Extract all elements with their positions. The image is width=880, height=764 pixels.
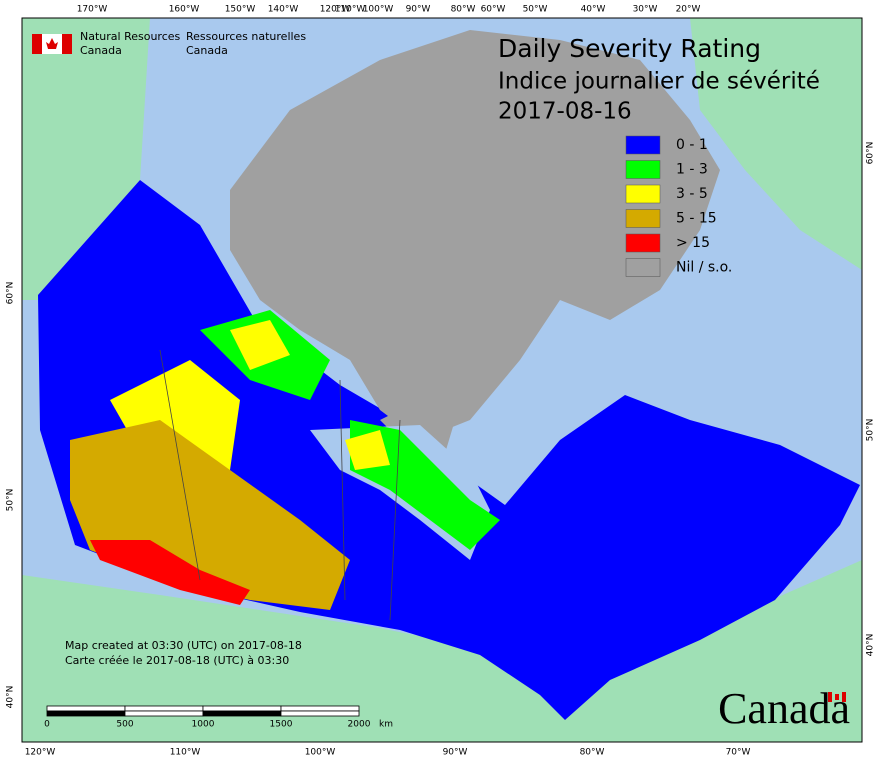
- moderate-zone: [350, 420, 500, 550]
- usa-land: [22, 560, 862, 742]
- wordmark-flag: [835, 694, 839, 700]
- lon-label-top: 120°W: [320, 5, 351, 15]
- high-zone-east: [345, 430, 390, 470]
- lat-label-left: 40°N: [6, 686, 16, 709]
- legend-swatch: [625, 209, 661, 228]
- scale-segment: [124, 705, 204, 712]
- alaska: [22, 18, 150, 300]
- wordmark-flag: [842, 692, 846, 702]
- flag-bar: [32, 34, 42, 54]
- legend-swatch: [625, 258, 661, 277]
- lat-label-left: 60°N: [6, 282, 16, 305]
- lon-label-top: 20°W: [676, 5, 701, 15]
- lon-label-top: 30°W: [633, 5, 658, 15]
- scale-unit: km: [379, 720, 393, 730]
- lat-label-right: 40°N: [866, 634, 876, 657]
- lat-label-right: 50°N: [866, 419, 876, 442]
- org-name: Canada: [186, 44, 228, 57]
- map-title: Daily Severity Rating: [498, 34, 761, 63]
- lon-label-bottom: 110°W: [170, 748, 201, 758]
- map-border: [21, 17, 863, 743]
- scale-segment: [202, 705, 282, 712]
- legend-label: > 15: [676, 235, 710, 251]
- wordmark: Canada: [718, 684, 850, 733]
- maple-leaf: [46, 38, 58, 49]
- legend-label: Nil / s.o.: [676, 260, 732, 276]
- scale-segment: [46, 710, 126, 717]
- scale-segment: [124, 710, 204, 717]
- lon-label-top: 140°W: [268, 5, 299, 15]
- scale-label: 1000: [192, 720, 215, 730]
- lat-label-right: 60°N: [866, 142, 876, 165]
- org-name: Canada: [80, 44, 122, 57]
- arctic-no-data: [230, 30, 720, 440]
- legend-label: 0 - 1: [676, 137, 708, 153]
- scale-label: 2000: [348, 720, 371, 730]
- lon-label-top: 170°W: [77, 5, 108, 15]
- org-name: Ressources naturelles: [186, 30, 306, 43]
- high-zone: [230, 320, 290, 370]
- lon-label-bottom: 80°W: [580, 748, 605, 758]
- map-area: [22, 18, 862, 742]
- lon-label-bottom: 120°W: [25, 748, 56, 758]
- lon-label-top: 40°W: [581, 5, 606, 15]
- legend-label: 1 - 3: [676, 162, 708, 178]
- lon-label-top: 110°W: [335, 5, 366, 15]
- lon-label-bottom: 90°W: [443, 748, 468, 758]
- extreme-zone: [90, 540, 250, 605]
- scale-segment: [280, 710, 360, 717]
- org-name: Natural Resources: [80, 30, 181, 43]
- boundaries: [159, 349, 401, 621]
- lon-label-top: 80°W: [451, 5, 476, 15]
- legend-swatch: [625, 233, 661, 253]
- lon-label-top: 150°W: [225, 5, 256, 15]
- lon-label-top: 50°W: [523, 5, 548, 15]
- lat-label-left: 50°N: [6, 489, 16, 512]
- note: Map created at 03:30 (UTC) on 2017-08-18: [65, 639, 302, 652]
- scale-label: 500: [116, 720, 133, 730]
- lon-label-bottom: 100°W: [305, 748, 336, 758]
- legend-swatch: [625, 184, 661, 204]
- map-date: 2017-08-16: [498, 99, 632, 125]
- lon-label-top: 160°W: [169, 5, 200, 15]
- legend-label: 5 - 15: [676, 211, 717, 227]
- lon-label-top: 100°W: [363, 5, 394, 15]
- logo: [32, 34, 72, 54]
- greenland: [690, 18, 862, 270]
- scale-segment: [280, 705, 360, 712]
- lon-label-top: 60°W: [481, 5, 506, 15]
- wordmark-flag: [828, 692, 832, 702]
- legend-label: 3 - 5: [676, 186, 708, 202]
- lon-label-bottom: 70°W: [726, 748, 751, 758]
- legend-swatch: [625, 160, 661, 179]
- legend-swatch: [625, 135, 661, 155]
- map-subtitle: Indice journalier de sévérité: [498, 69, 820, 95]
- note: Carte créée le 2017-08-18 (UTC) à 03:30: [65, 654, 289, 667]
- flag-bar: [62, 34, 72, 54]
- scale-segment: [46, 705, 126, 712]
- lon-label-top: 90°W: [406, 5, 431, 15]
- scale-label: 0: [44, 720, 50, 730]
- scale-label: 1500: [270, 720, 293, 730]
- scale-segment: [202, 710, 282, 717]
